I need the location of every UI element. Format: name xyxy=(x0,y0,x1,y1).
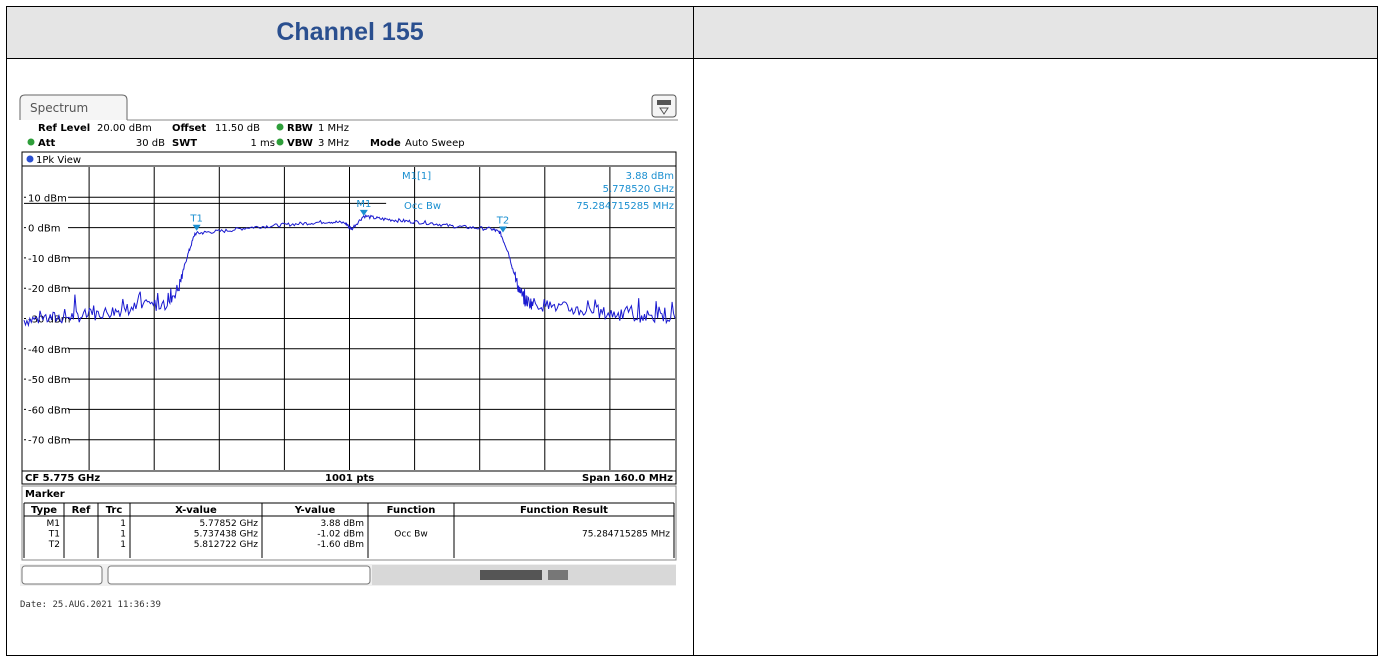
marker-m1-symbol xyxy=(359,209,368,216)
ref-level-value: 20.00 dBm xyxy=(97,123,152,134)
marker-table-header: Trc xyxy=(106,505,123,516)
plot-grid xyxy=(24,167,675,470)
offset-label: Offset xyxy=(172,123,206,134)
marker-table-cell: 1 xyxy=(120,519,126,529)
att-value: 30 dB xyxy=(136,138,165,149)
vbw-value: 3 MHz xyxy=(318,138,349,149)
marker-table-cell: 5.812722 GHz xyxy=(194,540,259,550)
marker-table-header: Type xyxy=(31,505,57,516)
readout-function: Occ Bw xyxy=(404,201,441,212)
y-tick-label: -10 dBm xyxy=(28,254,70,265)
marker-table-cell: -1.02 dBm xyxy=(317,530,364,540)
marker-table-header: Function Result xyxy=(520,505,608,516)
mode-value: Auto Sweep xyxy=(405,138,465,149)
spectrum-trace-line xyxy=(23,214,676,328)
y-tick-label: -50 dBm xyxy=(28,375,70,386)
display-config-icon-bar xyxy=(657,100,671,105)
marker-table-cell: Occ Bw xyxy=(394,530,427,540)
marker-table-cell: -1.60 dBm xyxy=(317,540,364,550)
spectrum-tab[interactable] xyxy=(19,94,128,120)
ref-level-label: Ref Level xyxy=(38,123,90,134)
points-label: 1001 pts xyxy=(325,473,374,484)
marker-table-cell: M1 xyxy=(47,519,61,529)
marker-t1-symbol xyxy=(192,224,201,231)
header-right-cell xyxy=(694,7,1377,58)
y-tick-label: 0 dBm xyxy=(28,224,61,235)
y-tick-label-bg xyxy=(26,403,68,415)
y-tick-label-bg xyxy=(26,312,68,324)
progress-indicator xyxy=(480,570,542,580)
capture-date: Date: 25.AUG.2021 11:36:39 xyxy=(20,600,161,610)
y-tick-label: -70 dBm xyxy=(28,436,70,447)
rbw-status-dot xyxy=(276,123,284,131)
marker-table-cell: 3.88 dBm xyxy=(320,519,364,529)
center-frequency-label: CF 5.775 GHz xyxy=(25,473,100,484)
y-tick-label-bg xyxy=(26,433,68,445)
y-tick-label-bg xyxy=(26,251,68,263)
status-icon xyxy=(548,570,568,580)
trace-indicator-dot xyxy=(26,155,34,163)
status-field-left[interactable] xyxy=(21,565,103,585)
marker-table-header: Y-value xyxy=(294,505,336,516)
y-tick-label: -40 dBm xyxy=(28,345,70,356)
y-tick-label: 10 dBm xyxy=(28,193,67,204)
page-title: Channel 155 xyxy=(276,18,424,46)
att-label: Att xyxy=(38,138,56,149)
header-divider xyxy=(7,58,1377,59)
report-frame: Channel 155 xyxy=(6,6,1378,656)
readout-marker-name: M1[1] xyxy=(402,171,431,182)
marker-table-cell: 1 xyxy=(120,530,126,540)
marker-table-frame xyxy=(21,485,677,561)
att-status-dot xyxy=(27,138,35,146)
channel-header: Channel 155 xyxy=(7,7,693,58)
marker-table-title: Marker xyxy=(25,489,65,500)
vbw-status-dot xyxy=(276,138,284,146)
marker-t2-symbol xyxy=(498,226,507,233)
display-config-icon-arrow xyxy=(659,107,669,115)
marker-table-header: X-value xyxy=(175,505,217,516)
span-label: Span 160.0 MHz xyxy=(582,473,673,484)
spectrum-tab-label: Spectrum xyxy=(30,101,88,115)
y-tick-label: -20 dBm xyxy=(28,284,70,295)
readout-function-result: 75.284715285 MHz xyxy=(576,201,674,212)
mode-label: Mode xyxy=(370,138,401,149)
swt-label: SWT xyxy=(172,138,197,149)
y-tick-label-bg xyxy=(26,342,68,354)
marker-table-cell: T1 xyxy=(48,530,60,540)
rbw-label: RBW xyxy=(287,123,313,134)
y-tick-label-bg xyxy=(26,221,68,233)
y-tick-label-bg xyxy=(26,373,68,385)
marker-table-header: Function xyxy=(387,505,436,516)
swt-value: 1 ms xyxy=(251,138,276,149)
marker-table-header: Ref xyxy=(72,505,91,516)
marker-table-cell: T2 xyxy=(48,540,60,550)
readout-marker-freq: 5.778520 GHz xyxy=(603,184,674,195)
marker-table-cell: 5.737438 GHz xyxy=(194,530,259,540)
y-tick-label-bg xyxy=(26,191,68,203)
marker-table: Type Ref Trc X-value Y-value Function Function… xyxy=(23,502,675,558)
marker-table-cell: 75.284715285 MHz xyxy=(582,530,670,540)
marker-table-cell: 5.77852 GHz xyxy=(199,519,258,529)
readout-marker-level: 3.88 dBm xyxy=(626,171,674,182)
status-field-main[interactable] xyxy=(107,565,371,585)
markers-layer: M1 T1 T2 xyxy=(189,199,509,233)
vbw-label: VBW xyxy=(287,138,313,149)
marker-table-cell: 1 xyxy=(120,540,126,550)
y-tick-label-bg xyxy=(26,282,68,294)
marker-t1-label: T1 xyxy=(189,214,202,225)
offset-value: 11.50 dB xyxy=(215,123,260,134)
rbw-value: 1 MHz xyxy=(318,123,349,134)
trace-view-label: 1Pk View xyxy=(36,155,81,166)
marker-m1-label: M1 xyxy=(356,199,371,210)
column-divider xyxy=(693,7,694,655)
marker-t2-label: T2 xyxy=(496,215,509,226)
y-tick-label: -60 dBm xyxy=(28,405,70,416)
